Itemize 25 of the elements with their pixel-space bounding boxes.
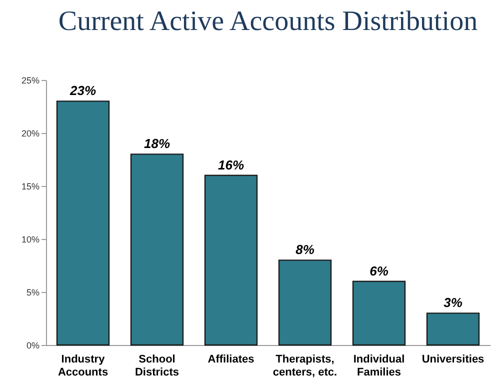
data-label: 8% — [296, 242, 315, 258]
data-label: 3% — [444, 295, 463, 310]
x-tick-label: Industry Accounts — [58, 354, 108, 378]
data-label: 6% — [370, 263, 389, 278]
bar — [130, 154, 184, 346]
y-tick-label: 25% — [21, 76, 40, 86]
bar — [204, 174, 258, 346]
y-tick-label: 20% — [21, 128, 40, 138]
x-tick-label: Affiliates — [208, 354, 254, 366]
bar — [426, 312, 480, 346]
x-tick-label: School Districts — [134, 354, 180, 378]
bar — [56, 100, 110, 346]
y-tick-label: 10% — [21, 234, 40, 244]
y-tick-label: 15% — [21, 182, 40, 192]
data-label: 23% — [68, 83, 96, 98]
bar — [278, 260, 332, 346]
x-tick-label: Universities — [422, 354, 484, 366]
bar — [352, 280, 406, 346]
y-tick-label: 5% — [26, 288, 40, 298]
data-label: 18% — [144, 136, 170, 152]
x-tick-label: Therapists, centers, etc. — [272, 354, 338, 378]
y-tick-label: 0% — [26, 340, 40, 350]
chart-title: Current Active Accounts Distribution — [58, 6, 478, 37]
data-label: 16% — [218, 157, 244, 172]
x-tick-label: Individual Families — [353, 354, 405, 378]
